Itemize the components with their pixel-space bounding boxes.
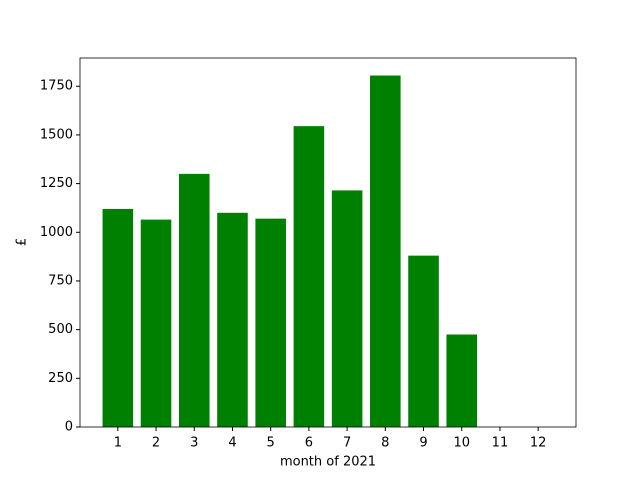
y-tick-label: 1500 (40, 127, 73, 142)
x-tick-label: 9 (419, 436, 427, 451)
x-tick-label: 12 (530, 436, 547, 451)
x-tick-label: 6 (305, 436, 313, 451)
x-tick-label: 1 (114, 436, 122, 451)
x-tick-label: 5 (267, 436, 275, 451)
bar (255, 218, 286, 427)
bar (217, 212, 248, 427)
x-tick-label: 7 (343, 436, 351, 451)
x-tick-label: 11 (492, 436, 509, 451)
bar (178, 173, 210, 427)
y-tick-label: 1250 (40, 176, 73, 191)
bar (331, 190, 363, 427)
y-axis-label: £ (15, 238, 30, 246)
bar (102, 208, 134, 427)
y-tick-label: 1750 (40, 79, 73, 94)
bar (370, 75, 401, 428)
x-tick-label: 10 (453, 436, 470, 451)
x-tick-label: 3 (190, 436, 198, 451)
y-tick-label: 500 (48, 322, 73, 337)
bar (446, 334, 478, 427)
y-tick-label: 750 (48, 273, 73, 288)
x-tick-label: 2 (152, 436, 160, 451)
bar (140, 219, 172, 427)
bar (408, 255, 439, 427)
x-tick-label: 4 (228, 436, 236, 451)
y-tick-label: 1000 (40, 225, 73, 240)
y-tick-label: 250 (48, 371, 73, 386)
bar (293, 126, 325, 427)
x-tick-label: 8 (381, 436, 389, 451)
x-axis-label: month of 2021 (280, 455, 376, 470)
y-tick-label: 0 (65, 420, 73, 435)
plot-frame (79, 57, 577, 428)
